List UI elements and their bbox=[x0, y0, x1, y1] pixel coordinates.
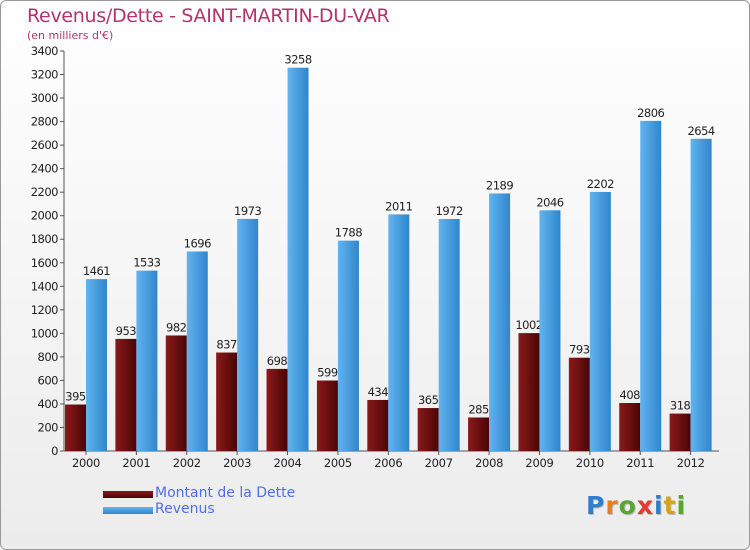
x-tick-label: 2006 bbox=[374, 456, 402, 470]
data-label-revenus-2000: 1461 bbox=[83, 264, 110, 278]
x-tick-label: 2010 bbox=[576, 456, 604, 470]
y-tick-label: 1800 bbox=[31, 232, 58, 246]
bar-revenus-2003 bbox=[237, 218, 259, 451]
bar-revenus-2001 bbox=[136, 270, 158, 451]
bar-dette-2001 bbox=[115, 338, 137, 451]
legend-swatch-revenus bbox=[103, 507, 153, 514]
chart-title: Revenus/Dette - SAINT-MARTIN-DU-VAR bbox=[27, 5, 390, 27]
y-tick-label: 600 bbox=[38, 373, 59, 387]
data-label-dette-2008: 285 bbox=[468, 402, 489, 416]
legend-label-revenus: Revenus bbox=[155, 501, 215, 517]
y-tick-label: 2000 bbox=[31, 209, 58, 223]
y-tick-label: 0 bbox=[51, 444, 58, 458]
data-label-dette-2010: 793 bbox=[569, 343, 590, 357]
chart-subtitle: (en milliers d'€) bbox=[27, 29, 114, 42]
data-label-dette-2007: 365 bbox=[418, 393, 439, 407]
bar-dette-2008 bbox=[468, 417, 490, 451]
bar-revenus-2008 bbox=[489, 193, 511, 451]
data-label-revenus-2001: 1533 bbox=[133, 256, 160, 270]
y-tick-label: 3200 bbox=[31, 68, 58, 82]
y-tick-label: 2200 bbox=[31, 185, 58, 199]
bar-revenus-2002 bbox=[186, 251, 208, 451]
data-label-revenus-2012: 2654 bbox=[687, 124, 714, 138]
y-tick-label: 3400 bbox=[31, 44, 58, 58]
y-tick-label: 2800 bbox=[31, 115, 58, 129]
data-label-dette-2004: 698 bbox=[267, 354, 288, 368]
x-tick-label: 2000 bbox=[72, 456, 100, 470]
bar-dette-2009 bbox=[518, 333, 540, 451]
bar-dette-2006 bbox=[367, 399, 389, 451]
bar-dette-2003 bbox=[216, 352, 238, 451]
bar-revenus-2007 bbox=[438, 219, 460, 451]
y-tick-label: 1200 bbox=[31, 303, 58, 317]
y-tick-label: 400 bbox=[38, 397, 59, 411]
data-label-dette-2012: 318 bbox=[670, 399, 691, 413]
data-label-revenus-2004: 3258 bbox=[284, 53, 311, 67]
data-label-dette-2003: 837 bbox=[216, 338, 237, 352]
bar-dette-2012 bbox=[669, 413, 691, 451]
y-tick-label: 1000 bbox=[31, 326, 58, 340]
x-tick-label: 2008 bbox=[475, 456, 503, 470]
y-tick-label: 1600 bbox=[31, 256, 58, 270]
y-tick-label: 200 bbox=[38, 420, 59, 434]
data-label-revenus-2003: 1973 bbox=[234, 204, 261, 218]
bar-revenus-2000 bbox=[86, 279, 107, 451]
y-tick-label: 2600 bbox=[31, 138, 58, 152]
data-label-revenus-2010: 2202 bbox=[587, 177, 614, 191]
bar-revenus-2012 bbox=[690, 138, 712, 451]
data-label-dette-2001: 953 bbox=[116, 324, 137, 338]
data-label-revenus-2008: 2189 bbox=[486, 178, 513, 192]
bar-revenus-2006 bbox=[388, 214, 410, 451]
data-label-dette-2005: 599 bbox=[317, 366, 338, 380]
bar-dette-2004 bbox=[266, 368, 288, 451]
x-tick-label: 2005 bbox=[324, 456, 352, 470]
x-tick-label: 2011 bbox=[626, 456, 654, 470]
bar-dette-2002 bbox=[165, 335, 187, 451]
x-tick-label: 2009 bbox=[525, 456, 553, 470]
data-label-dette-2009: 1002 bbox=[515, 318, 542, 332]
bar-revenus-2011 bbox=[640, 120, 662, 451]
data-label-dette-2000: 395 bbox=[65, 390, 86, 404]
data-label-revenus-2002: 1696 bbox=[184, 236, 211, 250]
data-label-dette-2006: 434 bbox=[368, 385, 389, 399]
data-label-revenus-2006: 2011 bbox=[385, 199, 412, 213]
bar-dette-2007 bbox=[417, 408, 439, 451]
x-tick-label: 2003 bbox=[223, 456, 251, 470]
bar-dette-2005 bbox=[316, 380, 338, 451]
bar-dette-2011 bbox=[619, 403, 641, 451]
bar-revenus-2005 bbox=[337, 240, 359, 451]
data-label-dette-2002: 982 bbox=[166, 320, 187, 334]
data-label-revenus-2007: 1972 bbox=[436, 204, 463, 218]
data-label-dette-2011: 408 bbox=[620, 388, 641, 402]
y-tick-label: 3000 bbox=[31, 91, 58, 105]
legend-swatch-dette bbox=[103, 491, 153, 498]
bar-revenus-2009 bbox=[539, 210, 561, 451]
legend-label-dette: Montant de la Dette bbox=[155, 485, 296, 501]
x-tick-label: 2012 bbox=[677, 456, 705, 470]
bar-dette-2000 bbox=[65, 404, 86, 451]
data-label-revenus-2005: 1788 bbox=[335, 226, 362, 240]
data-label-revenus-2009: 2046 bbox=[536, 195, 563, 209]
x-tick-label: 2004 bbox=[273, 456, 301, 470]
bar-revenus-2004 bbox=[287, 67, 309, 452]
bar-revenus-2010 bbox=[589, 191, 611, 452]
y-tick-label: 2400 bbox=[31, 162, 58, 176]
x-tick-label: 2001 bbox=[122, 456, 150, 470]
y-tick-label: 1400 bbox=[31, 279, 58, 293]
data-label-revenus-2011: 2806 bbox=[637, 106, 664, 120]
x-tick-label: 2002 bbox=[173, 456, 201, 470]
bar-dette-2010 bbox=[568, 357, 590, 451]
x-tick-label: 2007 bbox=[425, 456, 453, 470]
proxiti-logo: Proxiti bbox=[586, 491, 687, 520]
y-tick-label: 800 bbox=[38, 350, 59, 364]
